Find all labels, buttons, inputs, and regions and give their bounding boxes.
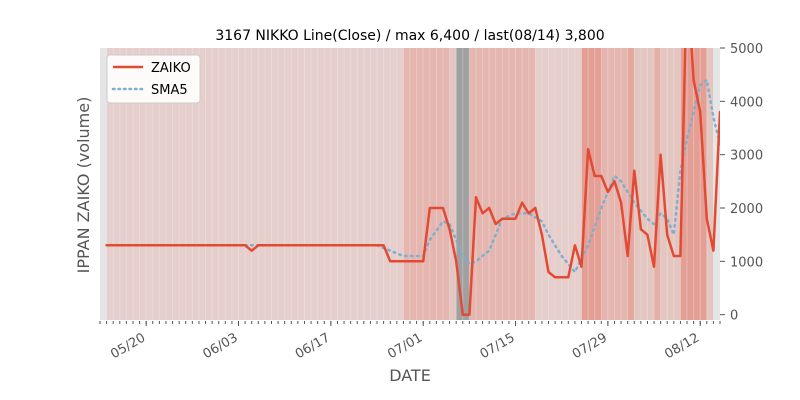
background-band-2 (449, 48, 457, 320)
y-tick-label: 1000 (730, 255, 763, 270)
x-tick-label: 07/29 (570, 330, 610, 362)
series-line-zaiko (105, 48, 720, 316)
y-tick-label: 5000 (730, 42, 763, 57)
background-band-4 (469, 48, 536, 320)
x-tick-label: 07/01 (385, 330, 425, 362)
plot-background (100, 48, 720, 320)
chart-title: 3167 NIKKO Line(Close) / max 6,400 / las… (215, 28, 604, 44)
x-axis-ticks: 05/20 06/03 06/17 07/01 07/15 07/29 08/12 (99, 321, 721, 362)
series-line-sma5 (243, 78, 720, 274)
y-tick-label: 2000 (730, 202, 763, 217)
background-band-1 (403, 48, 450, 320)
x-tick-label: 07/15 (478, 330, 518, 362)
y-tick-label: 4000 (730, 95, 763, 110)
background-bands (107, 48, 713, 320)
background-band-3 (456, 48, 470, 320)
x-tick-label: 06/03 (201, 330, 241, 362)
y-axis-ticks: 0 1000 2000 3000 4000 5000 (720, 42, 763, 324)
background-band-11 (660, 48, 681, 320)
x-tick-label: 06/17 (293, 330, 333, 362)
x-tick-label: 08/12 (662, 330, 702, 362)
y-tick-label: 0 (730, 309, 738, 324)
background-band-8 (627, 48, 635, 320)
legend: ZAIKO SMA5 (106, 54, 201, 104)
series-layer (105, 48, 720, 316)
legend-sma-label: SMA5 (151, 83, 188, 98)
plot-area (100, 48, 720, 320)
background-band-13 (706, 48, 713, 320)
x-tick-label: 05/20 (108, 330, 148, 362)
legend-zaiko-label: ZAIKO (151, 61, 191, 76)
background-band-10 (654, 48, 661, 320)
background-band-9 (634, 48, 655, 320)
y-axis-label: IPPAN ZAIKO (volume) (74, 97, 93, 274)
y-tick-label: 3000 (730, 149, 763, 164)
x-axis-label: DATE (389, 366, 431, 385)
background-band-5 (535, 48, 582, 320)
background-band-6 (581, 48, 602, 320)
